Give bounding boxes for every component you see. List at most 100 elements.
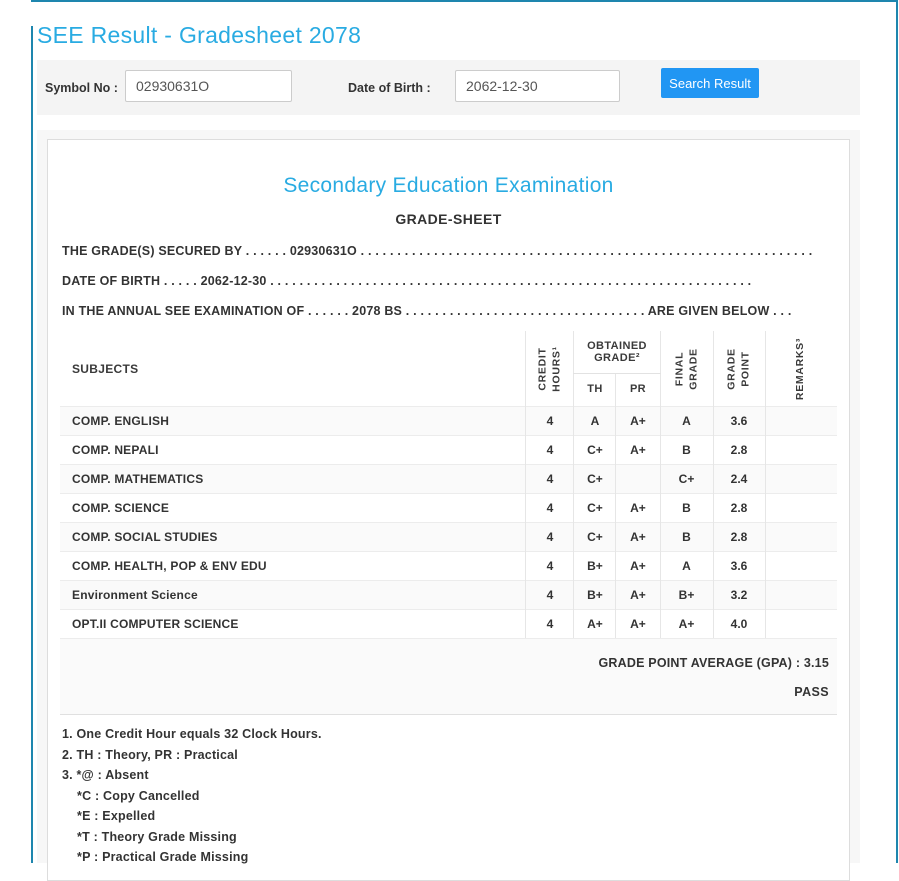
footnote: 3. *@ : Absent [62,768,149,782]
grade-point-header-line2: POINT [739,350,751,387]
subject-cell: OPT.II COMPUTER SCIENCE [60,609,526,638]
grade-point-cell: 4.0 [712,609,765,638]
table-row: Environment Science 4 B+ A+ B+ 3.2 [60,580,837,610]
footnote: *T : Theory Grade Missing [77,829,237,844]
credit-cell: 4 [525,435,574,465]
th-grade-cell: B+ [573,551,616,581]
pr-grade-cell: A+ [615,580,660,610]
th-grade-cell: A+ [573,609,616,638]
remarks-cell [764,522,837,552]
grades-table-header: SUBJECTS CREDIT HOURS¹ OBTAINED GRADE² F… [60,331,837,407]
subjects-header: SUBJECTS [72,361,139,376]
subject-cell: COMP. SCIENCE [60,493,526,523]
table-row: COMP. MATHEMATICS 4 C+ C+ 2.4 [60,464,837,494]
footnote: *C : Copy Cancelled [77,788,200,803]
footnote: *E : Expelled [77,809,156,823]
subject-cell: COMP. NEPALI [60,435,526,465]
page-top-border [31,0,897,2]
th-grade-cell: C+ [573,464,616,494]
table-row: COMP. SOCIAL STUDIES 4 C+ A+ B 2.8 [60,522,837,552]
remarks-cell [764,464,837,494]
remarks-cell [764,435,837,465]
credit-cell: 4 [525,551,574,581]
grade-point-cell: 2.8 [712,522,765,552]
gpa-line: GRADE POINT AVERAGE (GPA) : 3.15 [598,656,829,670]
obtained-grade-header: OBTAINED GRADE² [573,331,660,375]
search-form-panel: Symbol No : Date of Birth : Search Resul… [37,60,860,115]
th-grade-cell: C+ [573,435,616,465]
final-grade-cell: A+ [659,609,713,638]
th-grade-cell: C+ [573,522,616,552]
gradesheet-subtitle: GRADE-SHEET [395,211,502,227]
final-header-line2: GRADE [686,347,699,390]
subject-cell: COMP. SOCIAL STUDIES [60,522,526,552]
remarks-cell [764,551,837,581]
pr-grade-cell: A+ [615,522,660,552]
grade-point-cell: 3.2 [712,580,765,610]
credit-cell: 4 [525,580,574,610]
grade-point-cell: 3.6 [712,551,765,581]
symbol-no-input[interactable] [125,70,292,102]
credit-cell: 4 [525,609,574,638]
page-left-border [31,26,33,863]
page-content: SEE Result - Gradesheet 2078 Symbol No :… [37,0,860,881]
date-of-birth-input[interactable] [455,70,620,102]
footnotes: 1. One Credit Hour equals 32 Clock Hours… [60,714,837,868]
pr-grade-cell: A+ [615,406,660,436]
final-grade-header: FINAL GRADE [659,331,713,407]
pr-grade-cell: A+ [615,551,660,581]
credit-cell: 4 [525,406,574,436]
credit-header-line2: HOURS¹ [549,345,562,392]
pr-grade-cell: A+ [615,493,660,523]
grade-point-header: GRADE POINT [712,331,765,407]
grades-table: SUBJECTS CREDIT HOURS¹ OBTAINED GRADE² F… [60,331,837,638]
table-row: COMP. ENGLISH 4 A A+ A 3.6 [60,406,837,436]
credit-cell: 4 [525,493,574,523]
grade-point-cell: 3.6 [712,406,765,436]
grade-point-cell: 2.8 [712,435,765,465]
table-row: COMP. NEPALI 4 C+ A+ B 2.8 [60,435,837,465]
date-of-birth-line: DATE OF BIRTH . . . . . 2062-12-30 . . .… [62,275,752,288]
final-grade-cell: B [659,522,713,552]
gradesheet-background: Secondary Education Examination GRADE-SH… [37,130,860,881]
exam-year-line: IN THE ANNUAL SEE EXAMINATION OF . . . .… [62,305,792,318]
pr-grade-cell: A+ [615,435,660,465]
footnote: *P : Practical Grade Missing [77,850,249,864]
remarks-cell [764,580,837,610]
grades-table-body: COMP. ENGLISH 4 A A+ A 3.6 COMP. NEPALI … [60,406,837,638]
remarks-cell [764,406,837,436]
search-result-button[interactable]: Search Result [661,68,759,98]
final-grade-cell: A [659,406,713,436]
gpa-summary-block: GRADE POINT AVERAGE (GPA) : 3.15 PASS [60,638,837,714]
subject-cell: COMP. ENGLISH [60,406,526,436]
result-status: PASS [794,685,829,699]
th-grade-cell: B+ [573,580,616,610]
secured-by-line: THE GRADE(S) SECURED BY . . . . . . 0293… [62,245,813,258]
final-grade-cell: B [659,493,713,523]
final-grade-cell: B+ [659,580,713,610]
footnote: 1. One Credit Hour equals 32 Clock Hours… [62,727,322,741]
final-grade-cell: A [659,551,713,581]
credit-cell: 4 [525,464,574,494]
table-row: OPT.II COMPUTER SCIENCE 4 A+ A+ A+ 4.0 [60,609,837,638]
subject-cell: COMP. MATHEMATICS [60,464,526,494]
symbol-no-label: Symbol No : [45,80,118,95]
subject-cell: COMP. HEALTH, POP & ENV EDU [60,551,526,581]
final-grade-cell: B [659,435,713,465]
credit-header-line1: CREDIT [536,346,549,391]
date-of-birth-label: Date of Birth : [348,80,431,95]
pr-grade-cell [615,464,660,494]
pr-subheader: PR [615,373,660,407]
footnote: 2. TH : Theory, PR : Practical [62,747,238,762]
remarks-header-text: REMARKS³ [794,337,807,400]
th-grade-cell: C+ [573,493,616,523]
table-row: COMP. SCIENCE 4 C+ A+ B 2.8 [60,493,837,523]
remarks-cell [764,609,837,638]
th-subheader: TH [573,373,616,407]
final-header-line1: FINAL [672,351,685,386]
final-grade-cell: C+ [659,464,713,494]
credit-hours-header: CREDIT HOURS¹ [525,331,574,407]
remarks-cell [764,493,837,523]
grade-point-cell: 2.4 [712,464,765,494]
credit-cell: 4 [525,522,574,552]
